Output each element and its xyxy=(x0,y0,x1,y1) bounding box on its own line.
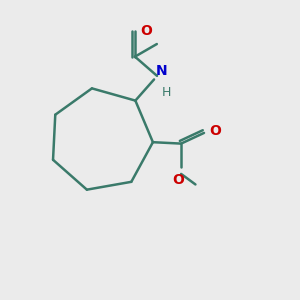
Text: H: H xyxy=(161,86,171,99)
Text: O: O xyxy=(209,124,221,138)
Text: N: N xyxy=(155,64,167,78)
Text: O: O xyxy=(172,173,184,187)
Text: O: O xyxy=(140,24,152,38)
